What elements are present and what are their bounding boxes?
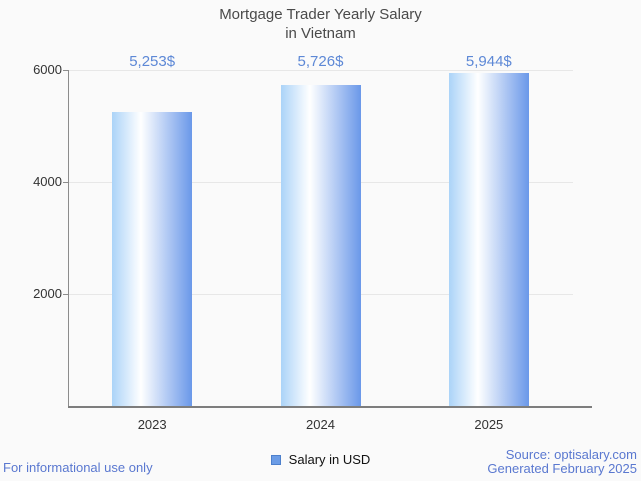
chart-title-block: Mortgage Trader Yearly Salary in Vietnam (0, 5, 641, 43)
ytick-mark-2000 (63, 294, 68, 295)
generated-date: Generated February 2025 (487, 461, 637, 476)
xtick-label-2025: 2025 (474, 417, 504, 432)
x-axis-line (68, 406, 592, 408)
xtick-label-2023: 2023 (137, 417, 167, 432)
disclaimer-note: For informational use only (3, 460, 153, 475)
gridline-6000 (68, 70, 573, 71)
chart-subtitle: in Vietnam (285, 25, 356, 42)
legend-label: Salary in USD (288, 452, 371, 467)
chart-title: Mortgage Trader Yearly Salary (219, 6, 422, 23)
y-axis-line (68, 70, 69, 406)
ytick-mark-6000 (63, 70, 68, 71)
bar-value-2024: 5,726$ (297, 53, 344, 70)
xtick-label-2024: 2024 (306, 417, 335, 432)
source-link[interactable]: Source: optisalary.com (505, 447, 637, 462)
bar-2024 (280, 85, 361, 406)
ytick-label-6000: 6000 (33, 62, 62, 77)
source-block: Source: optisalary.com Generated Februar… (487, 448, 637, 476)
legend-swatch-icon (270, 454, 281, 465)
bar-2023 (112, 111, 193, 406)
bar-value-2025: 5,944$ (465, 53, 512, 70)
bar-2025 (448, 73, 529, 406)
bar-value-2023: 5,253$ (129, 53, 176, 70)
ytick-mark-4000 (63, 182, 68, 183)
ytick-label-4000: 4000 (33, 174, 62, 189)
ytick-label-2000: 2000 (33, 286, 62, 301)
chart-legend: Salary in USD (0, 452, 641, 467)
